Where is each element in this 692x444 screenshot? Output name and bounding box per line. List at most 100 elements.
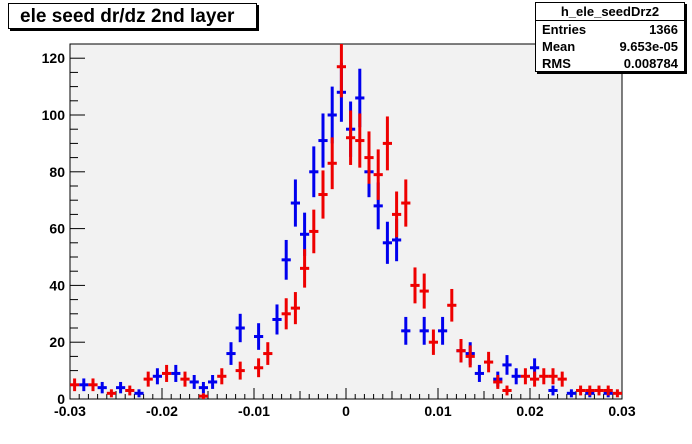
data-point — [152, 368, 162, 385]
data-point — [198, 393, 208, 399]
data-point — [272, 304, 282, 335]
x-axis: -0.03 -0.02 -0.01 0 0.01 0.02 0.03 — [54, 388, 636, 419]
y-tick-label: 60 — [49, 221, 65, 237]
data-point — [235, 313, 245, 343]
data-point — [364, 131, 374, 184]
data-marks — [70, 44, 622, 399]
data-point — [254, 323, 264, 350]
data-point — [309, 146, 319, 198]
data-point — [520, 368, 530, 385]
y-tick-label: 80 — [49, 164, 65, 180]
stats-value: 1366 — [649, 22, 678, 37]
data-point — [226, 342, 236, 365]
data-point — [456, 339, 466, 363]
data-point — [180, 371, 190, 387]
data-point — [88, 378, 98, 392]
data-point — [419, 316, 429, 345]
data-point — [143, 371, 153, 387]
data-point — [189, 375, 199, 389]
data-point — [290, 179, 300, 227]
data-point — [300, 249, 310, 288]
data-point — [134, 389, 144, 398]
data-point — [484, 351, 494, 373]
data-point — [438, 316, 448, 345]
data-point — [318, 170, 328, 219]
x-tick-label: 0.03 — [608, 403, 635, 419]
data-point — [318, 113, 328, 168]
data-point — [474, 364, 484, 382]
chart-title: ele seed dr/dz 2nd layer — [8, 3, 257, 29]
data-point — [511, 368, 521, 385]
stats-row-rms: RMS 0.008784 — [536, 55, 684, 72]
x-tick-label: 0 — [342, 403, 350, 419]
data-series — [79, 62, 613, 398]
data-point — [355, 113, 365, 168]
y-tick-label: 0 — [57, 391, 65, 407]
data-point — [346, 110, 356, 165]
data-point — [125, 385, 135, 396]
y-tick-label: 100 — [42, 107, 66, 123]
data-point — [603, 385, 613, 396]
data-point — [428, 329, 438, 355]
data-point — [548, 368, 558, 385]
stats-value: 0.008784 — [623, 56, 678, 71]
data-point — [502, 385, 512, 396]
data-point — [382, 221, 392, 264]
data-point — [327, 86, 337, 144]
data-point — [300, 212, 310, 256]
x-tick-label: 0.02 — [516, 403, 543, 419]
x-tick-label: -0.03 — [54, 403, 86, 419]
data-point — [557, 371, 567, 387]
y-tick-label: 40 — [49, 277, 65, 293]
data-point — [392, 191, 402, 238]
data-point — [382, 116, 392, 171]
stats-box: h_ele_seedDrz2 Entries 1366 Mean 9.653e-… — [535, 2, 685, 72]
data-point — [465, 345, 475, 368]
data-point — [493, 375, 503, 389]
data-point — [70, 378, 80, 392]
data-point — [410, 267, 420, 304]
plot-frame — [69, 43, 623, 400]
data-point — [106, 389, 116, 398]
data-point — [447, 288, 457, 322]
data-point — [281, 298, 291, 330]
data-point — [594, 385, 604, 396]
stats-row-entries: Entries 1366 — [536, 21, 684, 38]
data-point — [235, 361, 245, 380]
data-point — [281, 239, 291, 280]
stats-histogram-name: h_ele_seedDrz2 — [536, 3, 684, 21]
data-point — [162, 364, 172, 382]
stats-row-mean: Mean 9.653e-05 — [536, 38, 684, 55]
data-point — [79, 378, 89, 392]
stats-label: RMS — [542, 56, 571, 71]
data-point — [502, 355, 512, 375]
data-point — [217, 368, 227, 385]
data-point — [290, 292, 300, 325]
y-tick-label: 20 — [49, 334, 65, 350]
stats-label: Mean — [542, 39, 576, 54]
data-point — [585, 385, 595, 396]
data-point — [548, 385, 558, 396]
data-point — [401, 179, 411, 227]
x-tick-label: -0.02 — [146, 403, 178, 419]
stats-value: 9.653e-05 — [619, 39, 678, 54]
stats-label: Entries — [542, 22, 587, 37]
data-point — [116, 381, 126, 394]
y-axis: 0 20 40 60 80 100 120 — [42, 43, 85, 407]
data-series — [70, 44, 622, 399]
x-tick-label: -0.01 — [238, 403, 270, 419]
data-point — [566, 389, 576, 398]
x-tick-label: 0.01 — [424, 403, 451, 419]
data-point — [309, 209, 319, 254]
data-point — [336, 44, 346, 98]
y-tick-label: 120 — [42, 50, 66, 66]
data-point — [530, 371, 540, 387]
data-point — [263, 342, 273, 365]
data-point — [97, 381, 107, 394]
data-point — [612, 389, 622, 398]
data-point — [198, 381, 208, 394]
data-point — [373, 149, 383, 200]
data-point — [419, 273, 429, 309]
